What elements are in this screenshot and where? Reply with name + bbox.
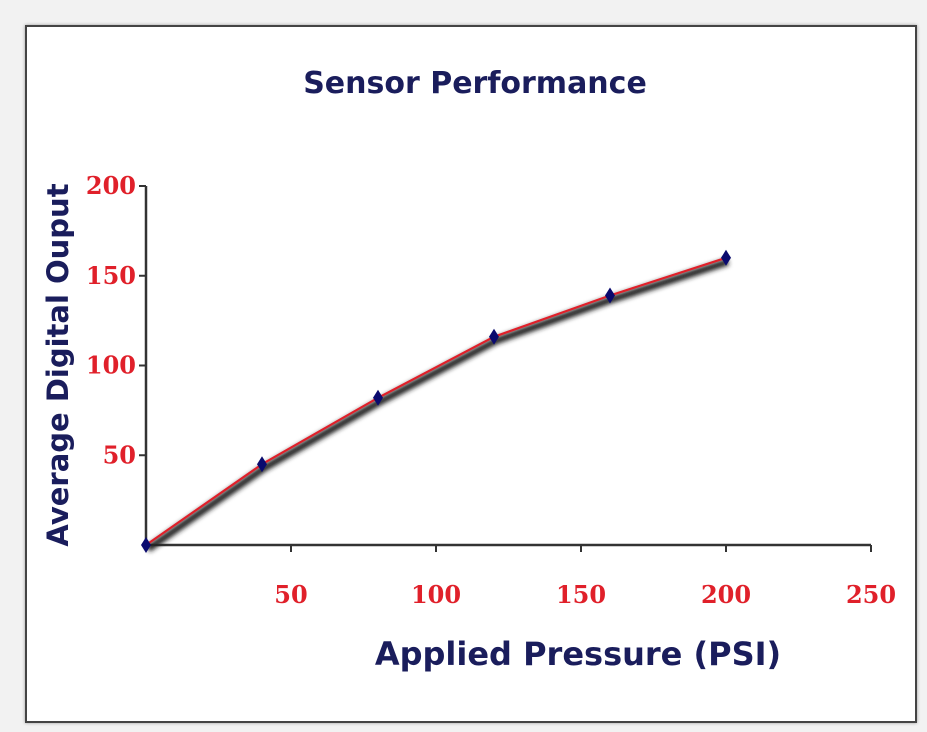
series-line-shadow bbox=[145, 258, 730, 552]
y-axis-label: Average Digital Ouput bbox=[41, 183, 75, 546]
x-tick-label: 150 bbox=[556, 580, 606, 609]
x-tick-label: 50 bbox=[274, 580, 307, 609]
data-point-marker bbox=[373, 389, 383, 406]
y-tick-label: 50 bbox=[103, 440, 136, 469]
data-point-marker bbox=[141, 537, 151, 553]
x-tick-label: 100 bbox=[411, 580, 461, 609]
y-tick-label: 200 bbox=[86, 171, 136, 200]
y-tick-label: 100 bbox=[86, 351, 136, 380]
chart-frame bbox=[25, 25, 917, 723]
data-point-marker bbox=[257, 456, 267, 473]
chart-title: Sensor Performance bbox=[303, 66, 647, 101]
series-line bbox=[145, 256, 727, 546]
x-tick-label: 250 bbox=[846, 580, 896, 609]
data-point-marker bbox=[721, 249, 731, 266]
data-point-marker bbox=[605, 287, 615, 304]
y-tick-label: 150 bbox=[86, 261, 136, 290]
x-axis-label: Applied Pressure (PSI) bbox=[375, 635, 781, 673]
x-tick-label: 200 bbox=[701, 580, 751, 609]
data-point-marker bbox=[489, 328, 499, 345]
